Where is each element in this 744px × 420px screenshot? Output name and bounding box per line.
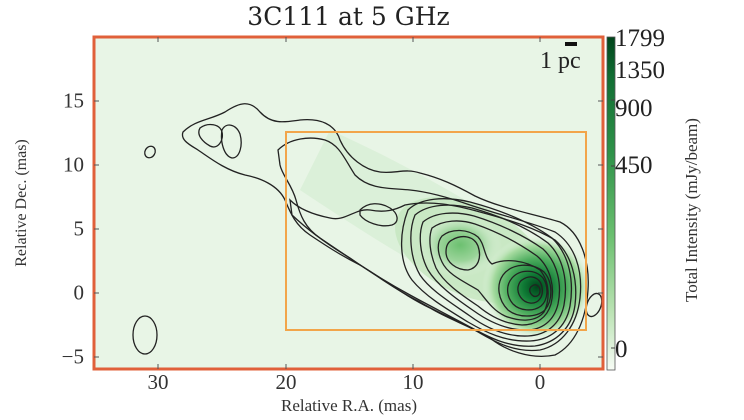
x-tick-label: 20 — [275, 370, 297, 394]
colorbar — [606, 36, 616, 371]
colorbar-tick-label: 0 — [615, 336, 628, 363]
colorbar-ticks — [611, 99, 615, 349]
x-tick-label: 0 — [534, 370, 546, 394]
x-tick-label: 10 — [402, 370, 424, 394]
y-tick-label: 0 — [73, 280, 85, 305]
colorbar-tick-label: 900 — [615, 95, 653, 122]
scale-bar-label: 1 pc — [540, 48, 581, 74]
y-tick-label: 5 — [73, 216, 85, 241]
axis-ticks — [94, 37, 603, 369]
plot-frame — [92, 35, 605, 371]
x-tick-label: 30 — [147, 370, 169, 394]
scale-bar — [565, 42, 577, 46]
x-axis-label: Relative R.A. (mas) — [281, 396, 417, 415]
y-tick-label: 15 — [63, 88, 84, 113]
colorbar-tick-label: 1799 — [615, 25, 665, 52]
y-tick-label: −5 — [61, 344, 84, 369]
beam-ellipse — [132, 315, 158, 355]
colorbar-tick-label: 1350 — [615, 57, 665, 84]
intensity-map — [132, 103, 603, 357]
colorbar-tick-label: 450 — [615, 152, 653, 179]
colorbar-label: Total Intensity (mJy/beam) — [682, 118, 701, 302]
y-axis-label: Relative Dec. (mas) — [13, 139, 30, 267]
y-tick-label: 10 — [63, 152, 84, 177]
inset-region-box — [285, 131, 587, 331]
chart-title: 3C111 at 5 GHz — [247, 2, 450, 31]
